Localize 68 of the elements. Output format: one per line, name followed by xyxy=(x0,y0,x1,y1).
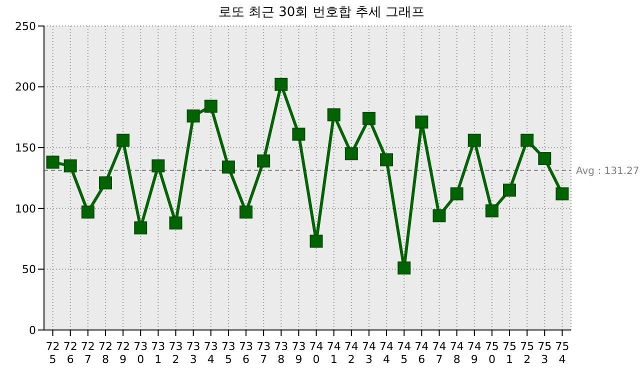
y-tick-label: 100 xyxy=(15,202,36,216)
x-tick-label: 745 xyxy=(397,340,412,366)
point xyxy=(98,176,112,190)
point xyxy=(344,147,358,160)
ref-line-label: Avg : 131.27 xyxy=(576,166,640,177)
point xyxy=(134,221,148,234)
x-tick-label: 730 xyxy=(134,340,148,366)
x-tick-label: 729 xyxy=(116,340,130,366)
point xyxy=(240,206,253,219)
x-tick-label: 733 xyxy=(186,340,200,366)
x-tick-label: 746 xyxy=(414,340,429,366)
x-tick-label: 753 xyxy=(538,340,552,366)
point xyxy=(538,152,552,166)
x-tick-label: 727 xyxy=(80,340,95,366)
y-tick-label: 250 xyxy=(15,20,36,33)
point xyxy=(152,159,165,172)
x-tick-label: 742 xyxy=(344,340,358,366)
point xyxy=(415,116,428,129)
x-tick-label: 728 xyxy=(98,340,112,366)
chart-title: 로또 최근 30회 번호합 추세 그래프 xyxy=(217,4,426,21)
x-tick-label: 751 xyxy=(502,340,517,366)
point xyxy=(222,160,235,174)
x-tick-label: 748 xyxy=(450,340,464,366)
point xyxy=(432,209,446,222)
point xyxy=(292,128,306,141)
y-tick-label: 0 xyxy=(29,324,36,337)
x-tick-label: 743 xyxy=(362,340,376,366)
point xyxy=(274,78,288,91)
point xyxy=(398,261,411,274)
point xyxy=(257,154,270,168)
point xyxy=(186,109,200,122)
point xyxy=(81,206,94,219)
point xyxy=(327,108,340,122)
x-tick-label: 725 xyxy=(46,340,60,366)
x-tick-label: 740 xyxy=(309,340,324,366)
point xyxy=(362,112,376,125)
point xyxy=(64,159,77,172)
point xyxy=(46,156,60,169)
x-tick-label: 736 xyxy=(239,340,254,366)
x-tick-label: 737 xyxy=(256,340,271,366)
point xyxy=(310,234,323,248)
y-tick-label: 200 xyxy=(15,80,36,94)
y-tick-label: 50 xyxy=(22,263,36,276)
point xyxy=(380,153,394,166)
point xyxy=(503,184,516,197)
point xyxy=(556,187,569,200)
x-tick-label: 747 xyxy=(432,340,446,366)
point xyxy=(468,134,481,147)
point xyxy=(450,187,464,200)
x-tick-label: 726 xyxy=(63,340,78,366)
x-tick-label: 734 xyxy=(204,340,218,366)
point xyxy=(116,134,130,147)
point xyxy=(169,216,182,230)
x-tick-label: 738 xyxy=(274,340,288,366)
y-tick-label: 150 xyxy=(15,142,36,155)
point xyxy=(485,204,498,218)
x-tick-label: 732 xyxy=(168,340,183,366)
x-tick-label: 744 xyxy=(380,340,394,366)
x-tick-label: 739 xyxy=(292,340,306,366)
x-tick-label: 735 xyxy=(221,340,236,366)
x-tick-label: 749 xyxy=(467,340,482,366)
x-tick-label: 750 xyxy=(484,340,499,366)
x-tick-label: 752 xyxy=(520,340,534,366)
x-tick-label: 731 xyxy=(151,340,166,366)
point xyxy=(204,100,218,113)
x-tick-label: 741 xyxy=(326,340,341,366)
point xyxy=(520,134,534,147)
x-tick-label: 754 xyxy=(555,340,570,366)
